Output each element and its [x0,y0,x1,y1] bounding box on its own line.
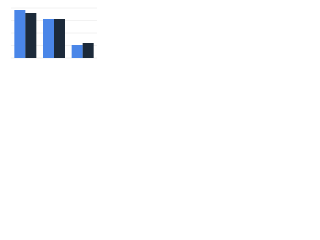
bar [14,10,26,58]
page: {"chart_data": {"type": "bar", "categori… [0,0,320,71]
bar [82,43,94,58]
bar [25,13,37,58]
bar [54,19,65,58]
bar [71,45,83,58]
bar [43,19,54,58]
chart [11,7,97,59]
